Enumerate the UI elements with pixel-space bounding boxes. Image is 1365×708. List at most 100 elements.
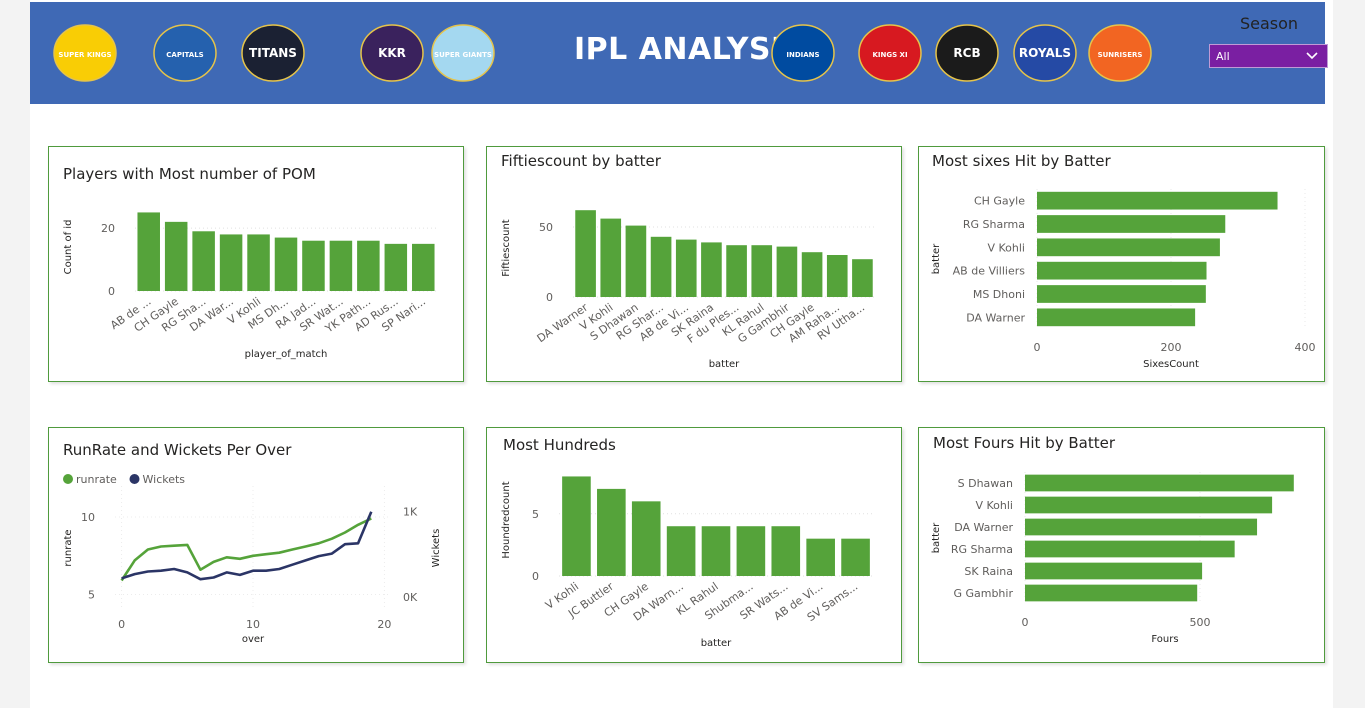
card-runrate[interactable]: RunRate and Wickets Per Over 0 10 20 5 10 0K 1… — [48, 427, 464, 663]
svg-text:KINGS XI: KINGS XI — [872, 51, 907, 59]
bar — [1025, 584, 1198, 602]
bar — [247, 234, 270, 291]
bar — [736, 526, 766, 576]
gt-logo: TITANS — [238, 18, 308, 88]
svg-text:SUPER GIANTS: SUPER GIANTS — [434, 51, 492, 59]
y-tick-label: RG Sharma — [963, 218, 1025, 231]
pbks-logo: KINGS XI — [855, 18, 925, 88]
card-fifties-title: Fiftiescount by batter — [501, 152, 661, 170]
y-tick-label: G Gambhir — [953, 587, 1013, 600]
bar — [302, 240, 325, 291]
card-sixes[interactable]: Most sixes Hit by Batter 0 200 400 CH Gayle… — [918, 146, 1325, 382]
legend-marker — [63, 474, 73, 484]
y-tick-label: CH Gayle — [974, 195, 1025, 208]
bar — [1025, 496, 1273, 514]
bar — [826, 255, 848, 297]
sixes-bar-chart[interactable]: 0 200 400 CH Gayle RG Sharma V Kohli AB de Vil… — [919, 147, 1324, 381]
x-tick-label: 10 — [246, 618, 260, 631]
y-tick-label: 5 — [88, 589, 95, 602]
bar — [600, 218, 622, 297]
bar — [1037, 191, 1278, 210]
y-axis-label: batter — [931, 522, 942, 553]
y-tick-label: V Kohli — [975, 499, 1013, 512]
lsg-logo: SUPER GIANTS — [428, 18, 498, 88]
x-tick-label: 0 — [118, 618, 125, 631]
y-tick-label: S Dhawan — [958, 477, 1013, 490]
y-tick-label: AB de Villiers — [953, 265, 1026, 278]
bar — [841, 538, 870, 576]
x-axis-label: SixesCount — [1143, 359, 1199, 370]
x-tick-label: 400 — [1295, 341, 1316, 354]
x-tick-label: 0 — [1022, 616, 1029, 629]
bar — [801, 252, 823, 297]
y-tick-label: MS Dhoni — [973, 288, 1025, 301]
y-tick-label: V Kohli — [987, 241, 1025, 254]
bar — [771, 526, 801, 576]
bar — [701, 242, 722, 297]
y-tick-label: 0 — [546, 291, 553, 304]
bar — [384, 243, 408, 291]
bar — [852, 259, 873, 297]
card-fifties[interactable]: Fiftiescount by batter 0 50 DA Warner V Koh… — [486, 146, 902, 382]
y-axis-label: Fiftiescount — [501, 219, 512, 277]
rcb-logo: RCB — [932, 18, 1002, 88]
y2-axis-label: Wickets — [431, 529, 442, 568]
series-line-runrate — [120, 517, 372, 582]
y-tick-label: 10 — [81, 511, 95, 524]
y-tick-label: DA Warner — [966, 311, 1025, 324]
y-tick-label: 0 — [532, 570, 539, 583]
x-axis-label: batter — [709, 359, 740, 370]
legend-label: runrate — [76, 473, 117, 486]
svg-text:RCB: RCB — [953, 46, 980, 60]
bar — [806, 538, 835, 576]
svg-text:ROYALS: ROYALS — [1019, 46, 1071, 60]
season-dropdown[interactable]: All — [1209, 44, 1328, 68]
page-title: IPL ANALYSIS — [574, 32, 805, 67]
bar — [625, 225, 647, 297]
header-banner: SUPER KINGS CAPITALS TITANS KKR SUPER GIANTS… — [30, 2, 1328, 104]
bar — [412, 243, 435, 291]
bar — [192, 231, 215, 291]
bar — [675, 239, 697, 297]
card-runrate-title: RunRate and Wickets Per Over — [63, 441, 292, 459]
card-fours-title: Most Fours Hit by Batter — [933, 434, 1116, 452]
svg-text:SUNRISERS: SUNRISERS — [1098, 51, 1143, 59]
runrate-line-chart[interactable]: 0 10 20 5 10 0K 1K runrate Wickets over runrate Wic… — [49, 428, 463, 662]
bar — [597, 488, 626, 576]
mi-logo: INDIANS — [768, 18, 838, 88]
kkr-logo: KKR — [357, 18, 427, 88]
y-tick-label: DA Warner — [954, 521, 1013, 534]
card-pom[interactable]: Players with Most number of POM 0 20 AB de… — [48, 146, 464, 382]
svg-text:KKR: KKR — [378, 46, 406, 60]
y-axis-label: Houndredcount — [501, 481, 512, 558]
bar — [274, 237, 298, 291]
bar — [1037, 285, 1206, 303]
bar — [1025, 474, 1294, 492]
bar — [726, 245, 747, 297]
x-axis-label: over — [242, 634, 265, 645]
bar — [562, 476, 591, 576]
rr-logo: ROYALS — [1010, 18, 1080, 88]
x-tick-label: 20 — [377, 618, 391, 631]
bar — [776, 246, 798, 297]
y-tick-label: 50 — [539, 221, 553, 234]
bar — [137, 212, 160, 291]
x-tick-label: 0 — [1034, 341, 1041, 354]
x-axis-label: player_of_match — [245, 349, 328, 360]
svg-text:INDIANS: INDIANS — [786, 51, 819, 59]
bar — [631, 501, 661, 576]
y2-tick-label: 0K — [403, 591, 418, 604]
card-fours[interactable]: Most Fours Hit by Batter 0 500 S Dhawan V K… — [918, 427, 1325, 663]
legend-marker — [129, 474, 140, 484]
bar — [666, 526, 696, 576]
y-axis-label: Count of id — [63, 220, 74, 275]
fours-bar-chart[interactable]: 0 500 S Dhawan V Kohli DA Warner RG Sharma SK … — [919, 428, 1324, 662]
x-tick-label: 200 — [1161, 341, 1182, 354]
bar — [357, 240, 380, 291]
svg-text:SUPER KINGS: SUPER KINGS — [58, 51, 111, 59]
svg-text:CAPITALS: CAPITALS — [166, 51, 203, 59]
